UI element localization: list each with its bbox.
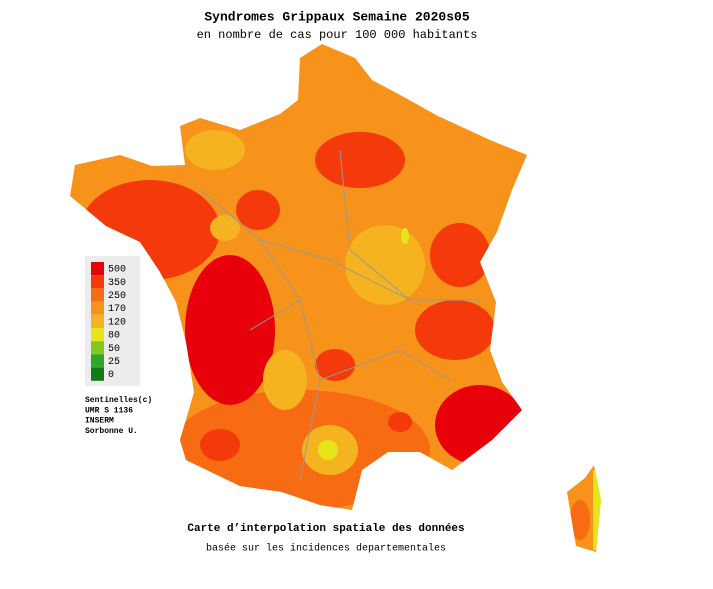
legend-label: 350 [108,278,126,289]
footer-subtitle: basée sur les incidences departementales [206,543,446,555]
legend-swatch [91,288,104,302]
credit-line: UMR S 1136 [85,406,133,415]
legend-swatch [91,275,104,289]
footer-title: Carte d’interpolation spatiale des donné… [187,523,464,535]
legend-label: 80 [108,331,120,342]
legend-swatch [91,328,104,342]
legend-swatch [91,367,104,381]
map-subtitle: en nombre de cas pour 100 000 habitants [197,28,478,42]
legend-swatch [91,341,104,355]
map-title: Syndromes Grippaux Semaine 2020s05 [204,9,469,24]
legend-label: 170 [108,304,126,315]
legend-label: 25 [108,357,120,368]
legend-swatch [91,262,104,276]
credit-line: Sorbonne U. [85,427,138,436]
legend-label: 0 [108,370,114,381]
legend-swatch [91,301,104,315]
legend-swatch [91,354,104,368]
credit-line: INSERM [85,417,114,426]
legend-label: 500 [108,265,126,276]
credit-line: Sentinelles(c) [85,396,152,405]
legend-swatch [91,314,104,328]
corsica-map [567,465,601,552]
legend-label: 120 [108,317,126,328]
legend-label: 50 [108,344,120,355]
legend-label: 250 [108,291,126,302]
